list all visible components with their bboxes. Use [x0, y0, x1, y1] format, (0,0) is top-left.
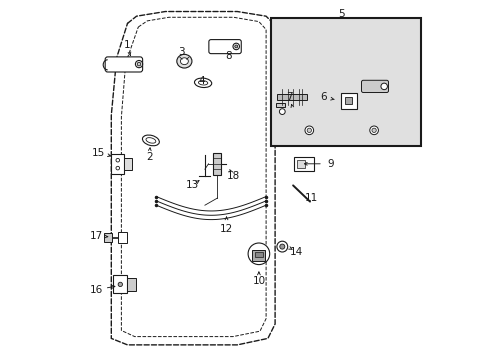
Bar [252, 250, 265, 261]
Circle shape [369, 126, 378, 135]
Text: 9: 9 [327, 159, 333, 169]
FancyBboxPatch shape [361, 80, 387, 93]
Circle shape [116, 158, 120, 162]
Ellipse shape [142, 135, 159, 146]
Bar [255, 252, 262, 257]
FancyBboxPatch shape [105, 57, 142, 72]
Text: 4: 4 [198, 76, 204, 86]
Text: 1: 1 [124, 40, 131, 50]
Text: 3: 3 [178, 47, 184, 57]
Bar [124, 158, 132, 170]
Ellipse shape [177, 54, 192, 68]
Circle shape [306, 128, 311, 132]
Ellipse shape [198, 81, 207, 85]
Bar [110, 154, 124, 174]
FancyBboxPatch shape [208, 40, 241, 54]
Text: 11: 11 [304, 193, 317, 203]
Circle shape [234, 45, 237, 48]
Text: 2: 2 [145, 152, 152, 162]
Circle shape [276, 241, 287, 252]
Circle shape [380, 83, 386, 90]
Circle shape [305, 126, 313, 135]
Text: 6: 6 [320, 92, 326, 102]
Ellipse shape [146, 138, 156, 143]
Text: 5: 5 [338, 9, 345, 19]
Circle shape [135, 60, 142, 68]
Text: 17: 17 [90, 231, 103, 241]
Ellipse shape [194, 78, 211, 87]
Text: 8: 8 [224, 51, 231, 61]
Text: 13: 13 [185, 180, 199, 190]
Bar [271, 18, 420, 146]
Text: 15: 15 [92, 148, 105, 158]
Circle shape [118, 282, 122, 287]
Bar [275, 103, 284, 107]
Circle shape [116, 166, 120, 170]
Bar [118, 232, 127, 243]
Text: 12: 12 [220, 224, 233, 234]
Circle shape [247, 243, 269, 265]
Text: 14: 14 [289, 247, 303, 257]
Bar [127, 278, 136, 291]
Bar [104, 233, 112, 242]
Bar [113, 275, 127, 293]
Text: 7: 7 [285, 92, 292, 102]
Text: 10: 10 [252, 276, 265, 286]
Bar [297, 160, 304, 168]
Circle shape [279, 244, 284, 249]
Bar [340, 93, 356, 109]
Text: 16: 16 [90, 285, 103, 295]
Circle shape [232, 43, 239, 50]
Bar [293, 157, 313, 171]
Circle shape [279, 109, 285, 114]
Bar [212, 153, 220, 175]
Text: 18: 18 [226, 171, 240, 181]
Circle shape [371, 128, 375, 132]
Circle shape [137, 62, 141, 66]
Bar [345, 97, 352, 104]
Ellipse shape [180, 58, 188, 65]
Bar [276, 94, 307, 100]
